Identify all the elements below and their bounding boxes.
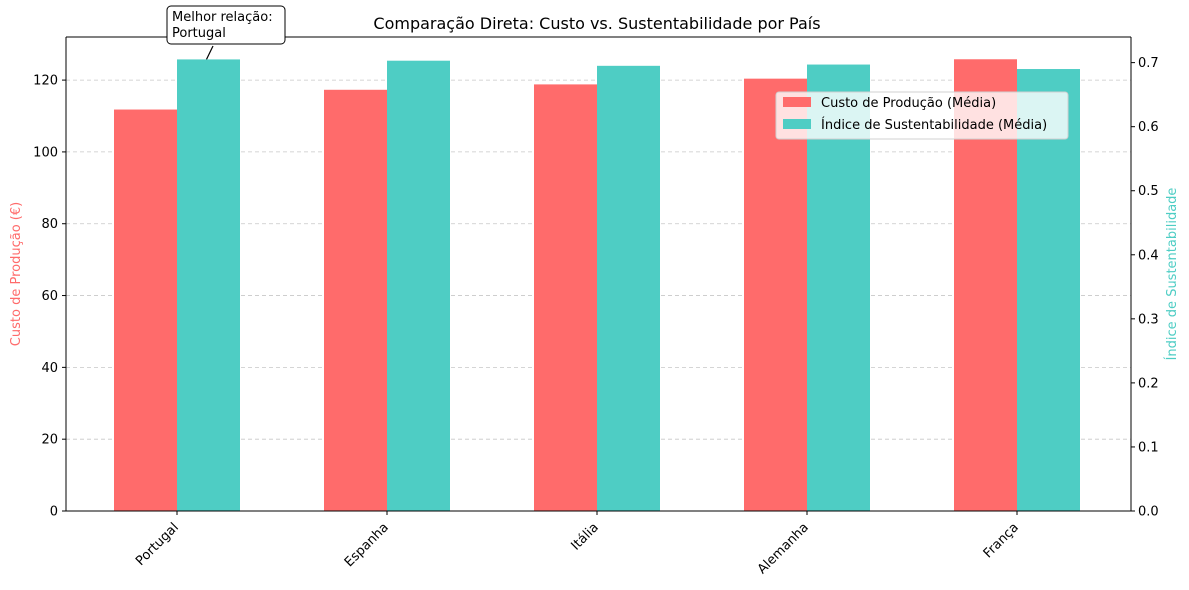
x-tick-label: França (981, 520, 1022, 561)
annotation: Melhor relação:Portugal (166, 5, 286, 60)
y-left-tick-label: 100 (33, 145, 58, 160)
y-axis-right-label: Índice de Sustentabilidade (1164, 188, 1180, 361)
x-tick-label: Portugal (133, 520, 182, 569)
bars-group (114, 59, 1080, 512)
y-right-tick-label: 0.5 (1138, 184, 1159, 199)
y-right-tick-label: 0.1 (1138, 440, 1159, 455)
y-left-tick-label: 80 (41, 217, 58, 232)
y-right-tick-label: 0.7 (1138, 56, 1159, 71)
y-left-tick-label: 20 (41, 433, 58, 448)
x-tick-label: Itália (569, 520, 602, 553)
bar-custo-espanha (324, 89, 387, 511)
y-right-tick-label: 0.3 (1138, 312, 1159, 327)
y-left-tick-label: 40 (41, 361, 58, 376)
bar-custo-itália (534, 84, 597, 512)
bar-custo-portugal (114, 109, 177, 511)
bar-indice-itália (597, 65, 660, 511)
bar-indice-frança (1017, 69, 1080, 511)
x-tick-label: Espanha (342, 520, 392, 570)
legend-frame (775, 91, 1069, 140)
x-tick-label: Alemanha (755, 520, 812, 577)
y-right-tick-label: 0.2 (1138, 376, 1159, 391)
legend-label: Custo de Produção (Média) (821, 96, 996, 111)
annotation-box (166, 5, 286, 45)
legend: Custo de Produção (Média) Índice de Suste… (775, 91, 1069, 140)
y-left-tick-label: 60 (41, 289, 58, 304)
chart-title: Comparação Direta: Custo vs. Sustentabil… (373, 14, 820, 33)
annotation-arrow (205, 45, 214, 60)
bar-indice-portugal (177, 59, 240, 512)
legend-label: Índice de Sustentabilidade (Média) (821, 117, 1047, 133)
y-right-tick-label: 0.0 (1138, 505, 1159, 520)
y-left-tick-label: 120 (33, 74, 58, 89)
legend-swatch (783, 119, 811, 129)
y-left-tick-label: 0 (50, 505, 58, 520)
y-axis-left-label: Custo de Produção (€) (9, 202, 24, 346)
annotation-text-line2: Portugal (172, 26, 226, 41)
y-right-tick-label: 0.6 (1138, 120, 1159, 135)
bar-custo-alemanha (744, 78, 807, 512)
y-right-tick-label: 0.4 (1138, 248, 1159, 263)
legend-swatch (783, 97, 811, 107)
annotation-text-line1: Melhor relação: (172, 10, 273, 25)
bar-indice-espanha (387, 60, 450, 511)
